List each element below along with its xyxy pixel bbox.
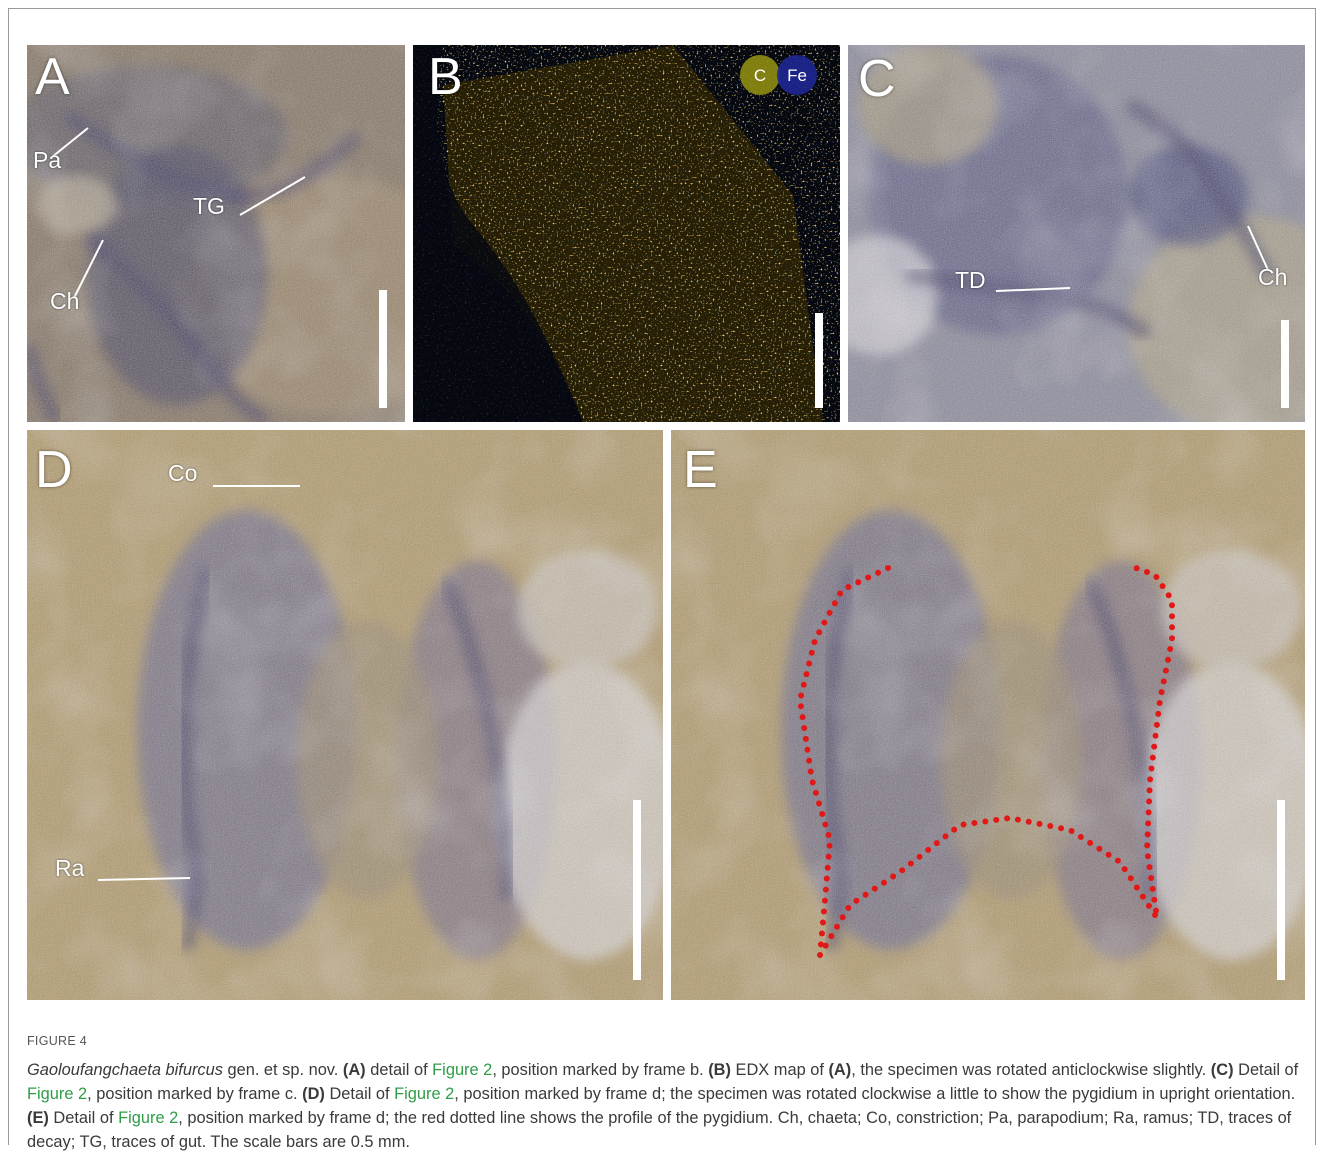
specimen-photo — [27, 45, 405, 422]
annotation-label: Ch — [50, 290, 79, 313]
figure-panel: A Pa TG Ch — [27, 45, 405, 422]
panel-letter: E — [683, 444, 718, 496]
annotation-label: TD — [955, 269, 986, 292]
figure-panel: D Co Ra — [27, 430, 663, 1000]
specimen-photo: C Fe — [413, 45, 840, 422]
caption-bold: (A) — [828, 1061, 851, 1079]
annotation-label: Pa — [33, 149, 61, 172]
caption-plain: , position marked by frame d; the red do… — [27, 1109, 1291, 1151]
caption-bold: (D) — [302, 1085, 325, 1103]
legend-label: Fe — [787, 66, 807, 85]
figure-caption: Gaoloufangchaeta bifurcus gen. et sp. no… — [27, 1058, 1312, 1154]
caption-plain: gen. et sp. nov. — [223, 1061, 343, 1079]
scale-bar — [1281, 320, 1289, 408]
rock-grain — [27, 430, 663, 1000]
rock-grain — [27, 45, 405, 422]
page: {"figure_label": "FIGURE 4", "panels": [… — [0, 0, 1326, 1155]
annotation-label: Ch — [1258, 266, 1287, 289]
caption-plain: EDX map of — [731, 1061, 828, 1079]
caption-plain: , the specimen was rotated anticlockwise… — [851, 1061, 1211, 1079]
caption-plain: , position marked by frame b. — [492, 1061, 708, 1079]
caption-plain: Detail of — [325, 1085, 394, 1103]
figure-panel: E — [671, 430, 1305, 1000]
annotation-label: Ra — [55, 857, 84, 880]
figure-panel: C TD Ch — [848, 45, 1305, 422]
scale-bar — [815, 313, 823, 408]
caption-link: Figure 2 — [394, 1085, 454, 1103]
panel-letter: A — [35, 51, 70, 103]
rock-grain — [848, 45, 1305, 422]
caption-plain: detail of — [366, 1061, 433, 1079]
specimen-photo — [27, 430, 663, 1000]
caption-link: Figure 2 — [432, 1061, 492, 1079]
caption-link: Figure 2 — [27, 1085, 87, 1103]
annotation-label: TG — [193, 195, 225, 218]
panel-letter: D — [35, 444, 73, 496]
caption-plain: Detail of — [1234, 1061, 1299, 1079]
rock-grain — [671, 430, 1305, 1000]
caption-plain: , position marked by frame c. — [87, 1085, 302, 1103]
caption-plain: Detail of — [49, 1109, 118, 1127]
annotation-label: Co — [168, 462, 197, 485]
caption-bold: (A) — [343, 1061, 366, 1079]
specimen-photo — [671, 430, 1305, 1000]
panel-letter: B — [428, 51, 463, 103]
specimen-photo — [848, 45, 1305, 422]
scale-bar — [633, 800, 641, 980]
legend-label: C — [754, 66, 766, 85]
panel-letter: C — [858, 53, 896, 105]
caption-bold: (E) — [27, 1109, 49, 1127]
scale-bar — [1277, 800, 1285, 980]
caption-bold: (B) — [708, 1061, 731, 1079]
caption-plain: , position marked by frame d; the specim… — [454, 1085, 1295, 1103]
caption-bold: (C) — [1211, 1061, 1234, 1079]
caption-italic: Gaoloufangchaeta bifurcus — [27, 1061, 223, 1079]
scale-bar — [379, 290, 387, 408]
figure-panel: C Fe B — [413, 45, 840, 422]
caption-link: Figure 2 — [118, 1109, 178, 1127]
figure-label: FIGURE 4 — [27, 1034, 87, 1048]
